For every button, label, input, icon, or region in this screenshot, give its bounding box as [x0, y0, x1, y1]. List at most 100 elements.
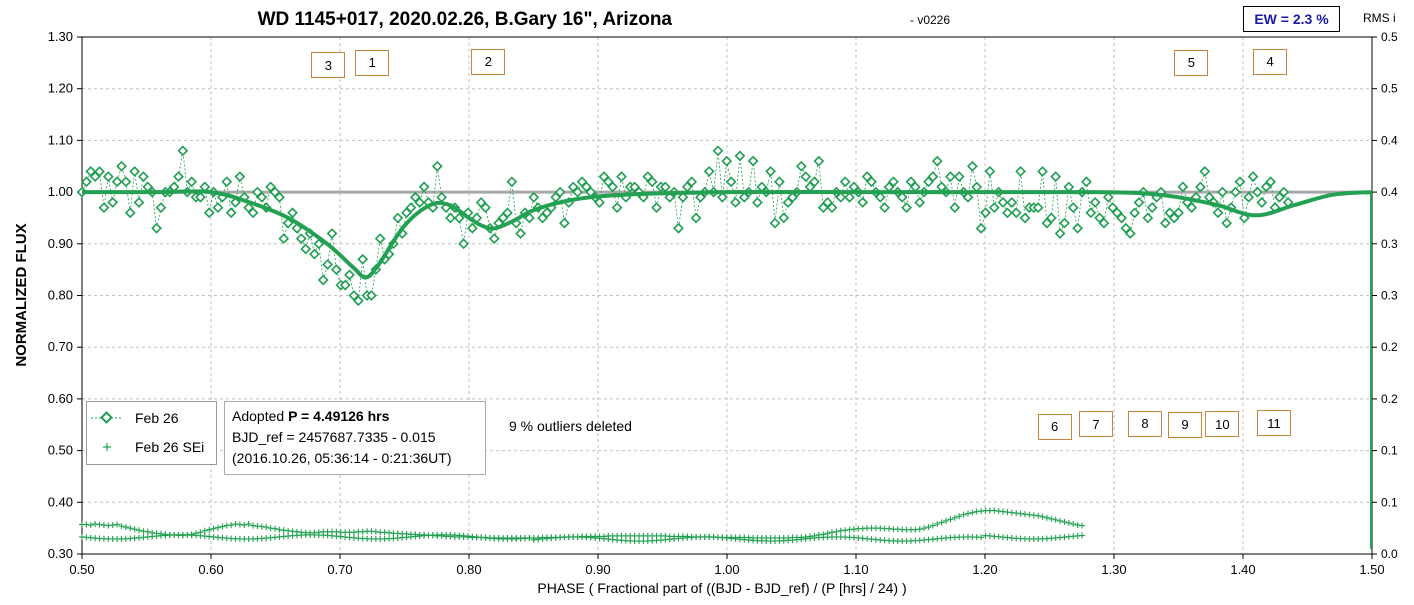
flux-point: [1216, 186, 1228, 198]
flux-point: [173, 171, 184, 182]
flux-point: [1133, 197, 1145, 208]
sei-point: [1079, 522, 1086, 529]
sei-point: [201, 527, 208, 534]
y-tick-label: 0.60: [48, 391, 73, 406]
y2-tick-label: 0.4: [1381, 133, 1398, 147]
flux-point: [1142, 212, 1154, 224]
flux-point: [313, 238, 325, 250]
flux-point: [81, 176, 92, 188]
info-line-bjd-ref: BJD_ref = 2457687.7335 - 0.015: [232, 429, 436, 445]
flux-point: [1234, 176, 1246, 188]
y2-axis-ticks: 0.0 0.1 0.1 0.2 0.2 0.3 0.3 0.4 0.4 0.5 0.5: [1372, 30, 1398, 561]
annotation-box-9: 9: [1167, 411, 1202, 438]
flux-point: [927, 171, 939, 182]
y2-tick-label: 0.4: [1381, 185, 1398, 199]
annotation-box-2: 2: [471, 48, 506, 75]
flux-point: [295, 233, 307, 244]
flux-point: [1116, 212, 1127, 224]
flux-point: [1032, 202, 1044, 214]
x-tick-label: 0.90: [585, 562, 610, 577]
flux-point: [1063, 181, 1075, 193]
flux-point: [458, 238, 469, 250]
flux-point: [1085, 207, 1097, 219]
flux-point: [594, 197, 605, 208]
flux-point: [686, 176, 698, 188]
annotation-box-11: 11: [1256, 410, 1291, 437]
flux-point: [120, 176, 132, 188]
flux-point: [1098, 217, 1110, 229]
outliers-note: 9 % outliers deleted: [509, 418, 632, 434]
flux-point: [480, 202, 491, 213]
sei-point: [938, 519, 945, 526]
x-tick-label: 1.50: [1359, 562, 1384, 577]
sei-point: [1079, 532, 1086, 539]
sei-point: [271, 525, 278, 532]
flux-point: [914, 197, 926, 208]
sei-point: [526, 535, 533, 542]
flux-point: [374, 233, 386, 245]
annotation-box-5: 5: [1174, 49, 1209, 76]
sei-point: [1057, 517, 1064, 524]
flux-point: [725, 176, 737, 188]
y-axis-ticks: 0.30 0.40 0.50 0.60 0.70 0.80 0.90 1.00 1.10 1.20…: [48, 29, 82, 561]
flux-point: [1050, 171, 1062, 182]
flux-point: [765, 166, 776, 177]
flux-point: [524, 212, 535, 224]
flux-point: [1067, 202, 1079, 214]
flux-point: [344, 269, 355, 281]
flux-point: [690, 212, 702, 224]
flux-point: [1006, 197, 1018, 208]
sei-point: [921, 525, 928, 532]
flux-point: [839, 176, 851, 188]
flux-point: [778, 212, 790, 224]
sei-point: [1039, 513, 1046, 520]
flux-point: [102, 171, 114, 182]
sei-point: [241, 522, 248, 529]
sei-point: [228, 522, 235, 529]
flux-point: [857, 197, 869, 208]
chart-title: WD 1145+017, 2020.02.26, B.Gary 16", Ari…: [258, 9, 673, 30]
flux-point: [234, 171, 246, 182]
legend-label-feb26: Feb 26: [135, 410, 179, 426]
y-tick-label: 0.80: [48, 288, 73, 303]
flux-point: [936, 181, 948, 193]
model-curve: [82, 189, 1373, 280]
flux-point: [124, 207, 136, 219]
flux-point: [138, 171, 149, 182]
sei-point: [956, 513, 963, 520]
flux-point: [975, 222, 987, 234]
annotation-box-8: 8: [1127, 410, 1162, 437]
sei-point: [969, 509, 976, 516]
flux-point: [528, 191, 540, 203]
flux-point: [980, 207, 991, 219]
flux-point: [1212, 207, 1224, 219]
flux-point: [317, 274, 329, 286]
sei-point: [87, 522, 94, 529]
sei-point: [1035, 512, 1042, 519]
annotation-box-6: 6: [1037, 413, 1072, 440]
flux-point: [133, 197, 145, 208]
sei-point: [131, 526, 138, 533]
y-tick-label: 1.20: [48, 81, 73, 96]
sei-series: [79, 507, 1086, 545]
flux-point: [813, 155, 825, 167]
flux-point: [712, 145, 724, 157]
flux-point: [559, 217, 570, 229]
flux-point: [515, 228, 527, 239]
flux-point: [129, 166, 140, 177]
flux-point: [1243, 191, 1255, 203]
flux-point: [572, 186, 583, 198]
flux-point: [984, 166, 996, 177]
y2-tick-label: 0.2: [1381, 392, 1398, 406]
x-tick-label: 0.70: [327, 562, 352, 577]
sei-point: [943, 517, 950, 524]
sei-point: [947, 516, 954, 523]
x-tick-label: 1.20: [972, 562, 997, 577]
x-axis-label: PHASE ( Fractional part of ((BJD - BJD_r…: [537, 580, 906, 596]
flux-point: [1019, 212, 1031, 224]
y2-axis-label: RMS i: [1363, 11, 1396, 25]
flux-point: [1247, 171, 1259, 182]
sei-point: [206, 526, 213, 533]
flux-point: [909, 181, 921, 193]
